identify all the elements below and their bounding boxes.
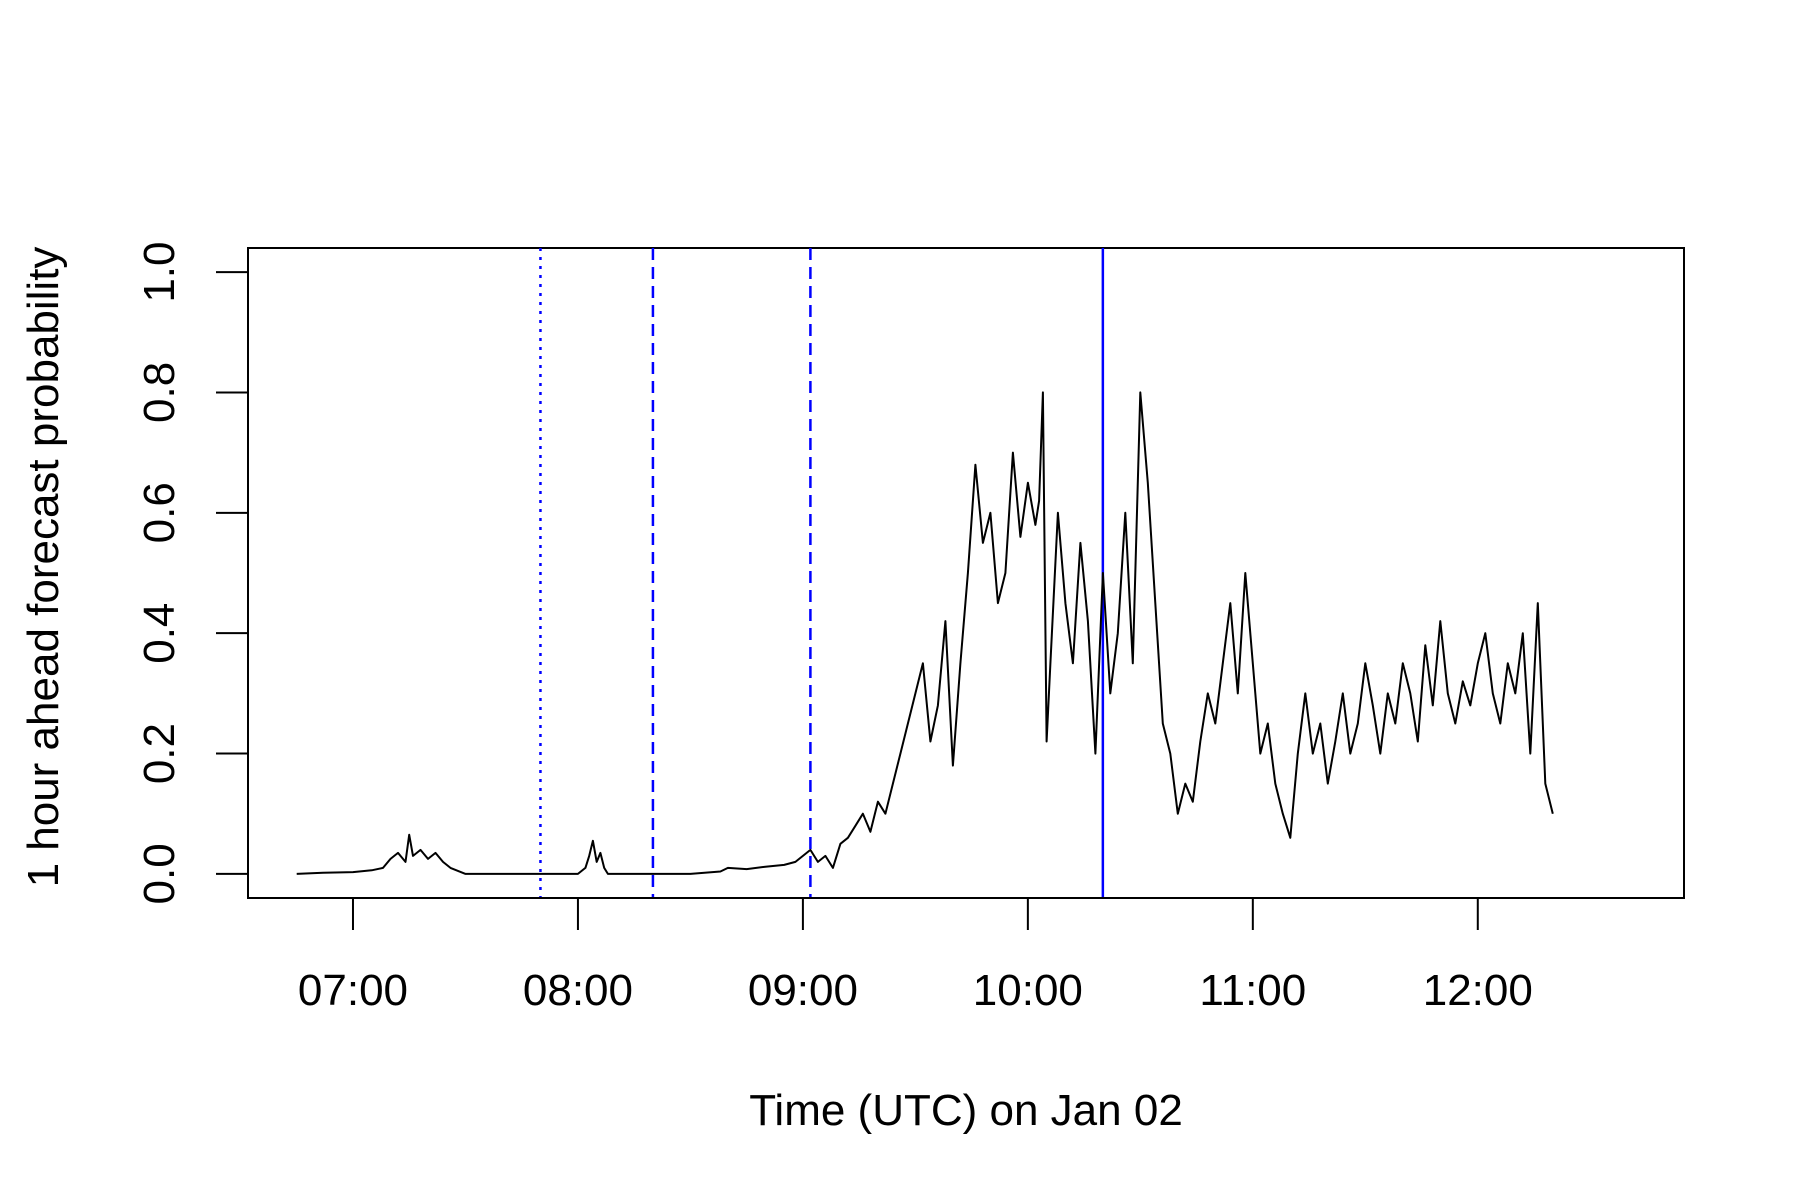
y-tick-label-1: 0.2 bbox=[135, 723, 184, 784]
series-layer bbox=[296, 391, 1554, 875]
x-tick-label-5: 12:00 bbox=[1423, 966, 1533, 1015]
y-axis: 0.0 0.2 0.4 0.6 0.8 1.0 bbox=[135, 242, 249, 904]
x-tick-label-0: 07:00 bbox=[298, 966, 408, 1015]
y-tick-label-2: 0.4 bbox=[135, 603, 184, 664]
x-axis: 07:00 08:00 09:00 10:00 11:00 12:00 bbox=[298, 897, 1533, 1015]
series-line-0 bbox=[296, 391, 1554, 875]
y-tick-label-4: 0.8 bbox=[135, 362, 184, 423]
y-tick-label-5: 1.0 bbox=[135, 242, 184, 303]
x-tick-label-3: 10:00 bbox=[973, 966, 1083, 1015]
x-tick-label-2: 09:00 bbox=[748, 966, 858, 1015]
y-axis-label: 1 hour ahead forecast probability bbox=[19, 247, 68, 888]
x-tick-label-1: 08:00 bbox=[523, 966, 633, 1015]
x-tick-label-4: 11:00 bbox=[1199, 966, 1306, 1015]
plot-frame bbox=[247, 247, 1685, 899]
y-tick-label-0: 0.0 bbox=[135, 843, 184, 904]
reference-lines bbox=[539, 248, 1105, 898]
x-axis-label: Time (UTC) on Jan 02 bbox=[749, 1086, 1183, 1135]
y-tick-label-3: 0.6 bbox=[135, 482, 184, 543]
